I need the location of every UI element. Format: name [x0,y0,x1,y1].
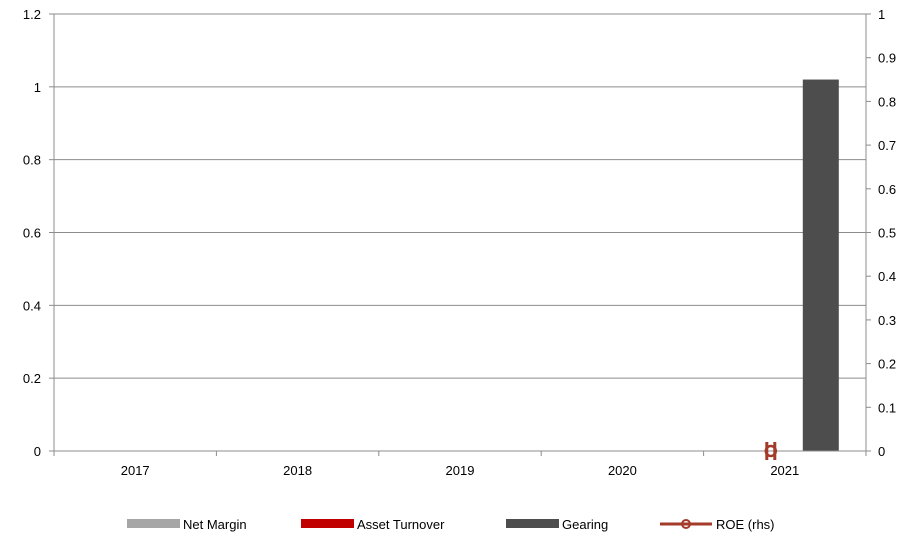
left-tick-label: 1 [34,80,41,95]
legend-item-gearing: Gearing [506,517,608,532]
legend-item-asset-turnover: Asset Turnover [301,517,445,532]
legend-label-net-margin: Net Margin [183,517,247,532]
right-tick-label: 0.9 [878,51,896,66]
left-axis-ticks: 0 0.2 0.4 0.6 0.8 1 1.2 [23,7,54,459]
x-axis-ticks: 2017 2018 2019 2020 2021 [53,451,867,478]
roe-line [764,442,778,460]
legend-item-net-margin: Net Margin [127,517,247,532]
right-tick-label: 0.5 [878,226,896,241]
legend-label-roe-rhs: ROE (rhs) [716,517,775,532]
bars [802,79,839,452]
x-tick-label-2018: 2018 [283,463,312,478]
left-tick-label: 0 [34,444,41,459]
left-tick-label: 0.4 [23,298,41,313]
legend-swatch-gearing [506,519,559,528]
x-tick-label-2020: 2020 [608,463,637,478]
x-tick-label-2021: 2021 [770,463,799,478]
legend-label-asset-turnover: Asset Turnover [357,517,445,532]
legend-marker-roe-rhs [681,519,691,529]
left-tick-label: 0.8 [23,153,41,168]
legend-label-gearing: Gearing [562,517,608,532]
roe-point-2021 [764,444,778,458]
right-tick-label: 0.8 [878,94,896,109]
right-axis-ticks: 0 0.1 0.2 0.3 0.4 0.5 0.6 0.7 0.8 0.9 1 [866,7,896,459]
left-tick-label: 0.2 [23,371,41,386]
legend: Net Margin Asset Turnover Gearing ROE (rhs) [127,517,775,532]
gridlines [54,13,866,379]
right-tick-label: 0.7 [878,138,896,153]
right-tick-label: 0.2 [878,357,896,372]
legend-item-roe-rhs: ROE (rhs) [660,517,775,532]
right-tick-label: 0.6 [878,182,896,197]
right-tick-label: 0.3 [878,313,896,328]
right-tick-label: 1 [878,7,885,22]
right-tick-label: 0.4 [878,269,896,284]
legend-swatch-net-margin [127,519,180,528]
left-tick-label: 0.6 [23,226,41,241]
x-tick-label-2017: 2017 [121,463,150,478]
left-tick-label: 1.2 [23,7,41,22]
right-tick-label: 0 [878,444,885,459]
legend-swatch-asset-turnover [301,519,354,528]
bar-gearing-2021 [802,79,839,452]
x-tick-label-2019: 2019 [446,463,475,478]
right-tick-label: 0.1 [878,400,896,415]
